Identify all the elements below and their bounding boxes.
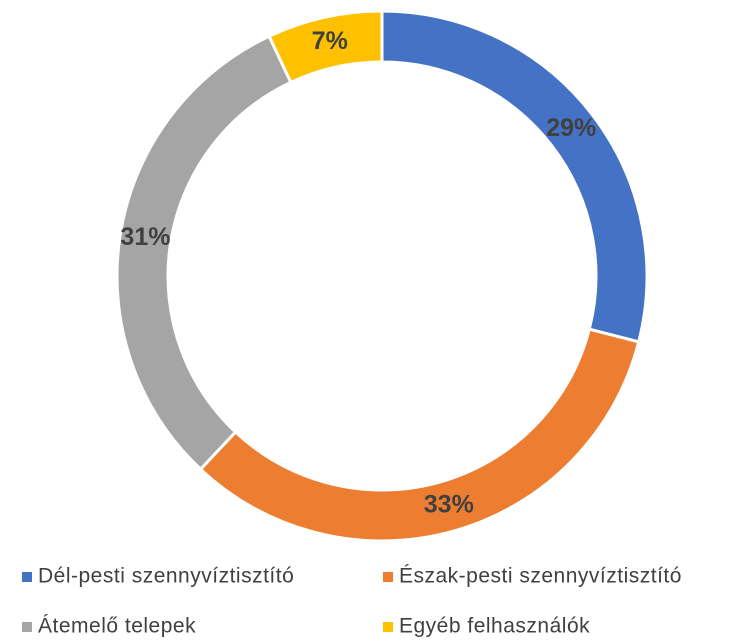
legend-label: Átemelő telepek: [38, 615, 196, 638]
legend-swatch: [383, 622, 393, 632]
data-label: 7%: [312, 27, 348, 55]
legend-label: Egyéb felhasználók: [399, 615, 590, 638]
donut-slice: [198, 327, 641, 543]
data-label: 33%: [424, 491, 474, 519]
legend-label: Észak-pesti szennyvíztisztító: [399, 565, 682, 588]
legend-swatch: [383, 572, 393, 582]
donut-slice: [380, 9, 649, 344]
donut-slice: [267, 9, 384, 85]
legend-swatch: [22, 572, 32, 582]
data-label: 31%: [120, 223, 170, 251]
legend-label: Dél-pesti szennyvíztisztító: [38, 565, 294, 588]
data-label: 29%: [546, 114, 596, 142]
donut-slice: [115, 34, 293, 472]
legend-swatch: [22, 622, 32, 632]
